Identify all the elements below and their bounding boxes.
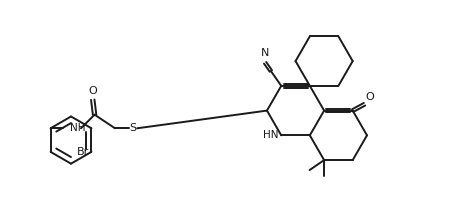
Text: O: O: [366, 92, 374, 102]
Text: NH: NH: [70, 123, 85, 133]
Text: O: O: [88, 86, 97, 96]
Text: Br: Br: [76, 147, 89, 157]
Text: HN: HN: [263, 130, 279, 140]
Text: S: S: [130, 123, 136, 133]
Text: N: N: [261, 48, 269, 58]
